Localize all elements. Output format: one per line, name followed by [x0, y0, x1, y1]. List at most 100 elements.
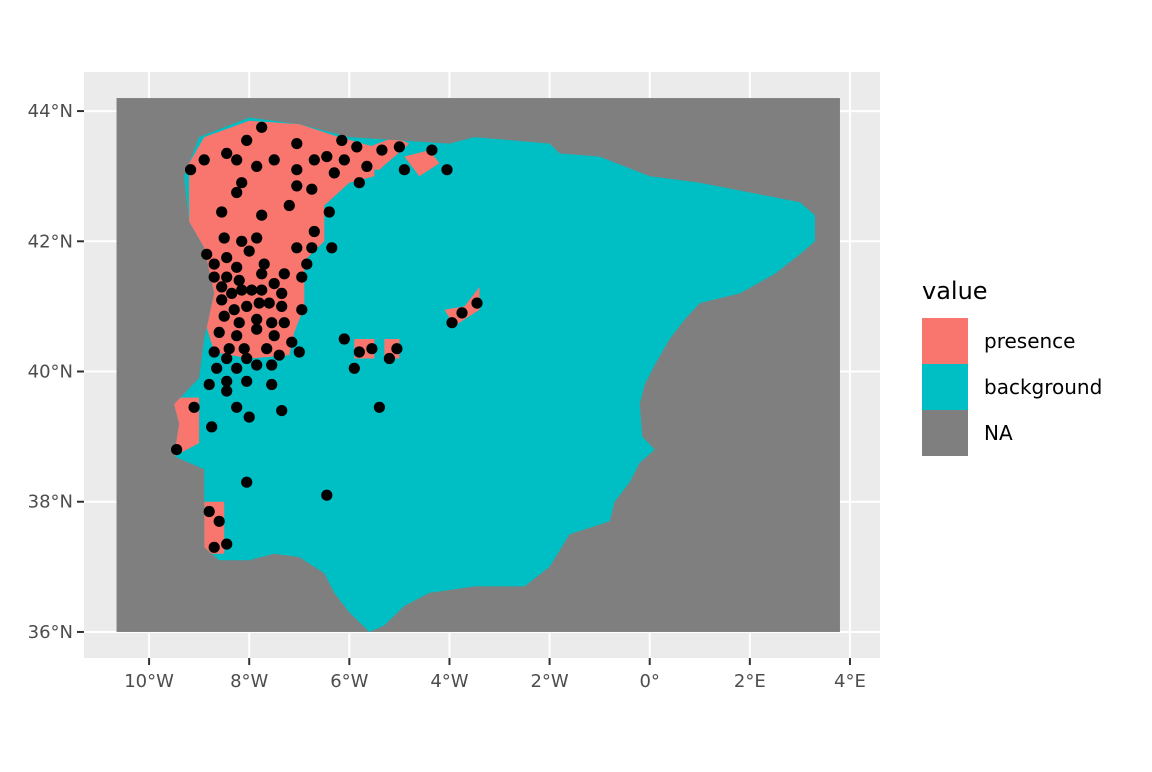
legend-title: value — [922, 277, 988, 305]
occurrence-point — [328, 167, 340, 179]
occurrence-point — [221, 538, 233, 550]
occurrence-point — [383, 352, 395, 365]
occurrence-point — [268, 278, 280, 290]
occurrence-point — [266, 317, 278, 329]
occurrence-point — [211, 362, 223, 374]
x-axis: 10°W 8°W 6°W 4°W 2°W 0° 2°E 4°E — [124, 658, 866, 692]
occurrence-point — [241, 134, 253, 146]
occurrence-point — [353, 346, 365, 358]
occurrence-point — [441, 164, 453, 176]
occurrence-point — [221, 252, 233, 264]
occurrence-point — [253, 297, 265, 309]
occurrence-point — [208, 258, 220, 270]
occurrence-point — [268, 330, 280, 342]
x-tick-label: 6°W — [330, 671, 368, 692]
occurrence-point — [306, 242, 318, 254]
occurrence-point — [276, 287, 288, 299]
occurrence-point — [221, 352, 233, 365]
occurrence-point — [198, 154, 210, 166]
occurrence-point — [306, 183, 318, 195]
occurrence-point — [251, 323, 263, 335]
occurrence-point — [261, 343, 273, 355]
occurrence-point — [228, 304, 240, 316]
legend-label-na: NA — [984, 421, 1013, 445]
occurrence-point — [236, 235, 248, 247]
occurrence-point — [221, 385, 233, 397]
legend-item-na: NA — [922, 410, 1013, 456]
occurrence-point — [291, 164, 303, 176]
x-tick-label: 2°W — [530, 671, 568, 692]
occurrence-point — [185, 164, 197, 176]
occurrence-point — [353, 177, 365, 189]
y-tick-label: 36°N — [28, 622, 73, 643]
occurrence-point — [231, 154, 243, 166]
occurrence-point — [251, 232, 263, 244]
occurrence-point — [471, 297, 483, 309]
x-tick-label: 4°E — [834, 671, 866, 692]
presence-patch — [344, 137, 410, 170]
occurrence-point — [293, 346, 305, 358]
occurrence-point — [243, 411, 255, 423]
occurrence-point — [351, 141, 363, 153]
occurrence-point — [233, 317, 245, 329]
occurrence-point — [278, 268, 290, 280]
occurrence-point — [218, 310, 230, 322]
occurrence-point — [286, 336, 298, 348]
occurrence-point — [321, 151, 333, 163]
occurrence-point — [308, 225, 320, 238]
occurrence-point — [241, 300, 253, 312]
occurrence-point — [233, 274, 245, 286]
occurrence-point — [393, 141, 405, 153]
occurrence-point — [208, 541, 220, 553]
occurrence-point — [188, 401, 200, 413]
occurrence-point — [426, 144, 438, 156]
occurrence-point — [216, 294, 228, 306]
occurrence-point — [208, 271, 220, 283]
occurrence-point — [338, 333, 350, 345]
occurrence-point — [236, 284, 248, 296]
occurrence-point — [456, 307, 468, 319]
occurrence-point — [296, 271, 308, 283]
y-tick-label: 42°N — [28, 231, 73, 252]
occurrence-point — [268, 154, 280, 166]
legend: value presence background NA — [922, 277, 1102, 456]
occurrence-point — [208, 346, 220, 358]
occurrence-point — [241, 352, 253, 365]
occurrence-point — [336, 134, 348, 146]
occurrence-point — [221, 375, 233, 387]
occurrence-point — [251, 313, 263, 325]
occurrence-point — [218, 232, 230, 244]
legend-label-presence: presence — [984, 329, 1075, 353]
occurrence-point — [398, 164, 410, 176]
occurrence-point — [366, 343, 378, 355]
occurrence-point — [326, 242, 338, 254]
occurrence-point — [276, 300, 288, 312]
presence-patch — [444, 286, 480, 326]
x-tick-label: 10°W — [124, 671, 174, 692]
occurrence-point — [216, 281, 228, 293]
legend-key-na — [922, 410, 968, 456]
occurrence-point — [231, 186, 243, 199]
y-tick-label: 44°N — [28, 101, 73, 122]
occurrence-point — [256, 284, 268, 296]
occurrence-point — [213, 326, 225, 338]
occurrence-point — [203, 378, 215, 391]
occurrence-point — [283, 199, 295, 212]
occurrence-point — [221, 147, 233, 159]
occurrence-point — [206, 421, 218, 433]
occurrence-point — [361, 160, 373, 172]
occurrence-point — [231, 401, 243, 413]
occurrence-point — [273, 349, 285, 361]
x-tick-label: 4°W — [430, 671, 468, 692]
x-tick-label: 0° — [639, 671, 659, 692]
occurrence-point — [291, 242, 303, 254]
occurrence-point — [266, 378, 278, 391]
occurrence-point — [308, 154, 320, 166]
occurrence-point — [276, 405, 288, 417]
occurrence-point — [263, 297, 275, 309]
occurrence-point — [221, 271, 233, 283]
occurrence-point — [391, 343, 403, 355]
occurrence-point — [256, 268, 268, 280]
